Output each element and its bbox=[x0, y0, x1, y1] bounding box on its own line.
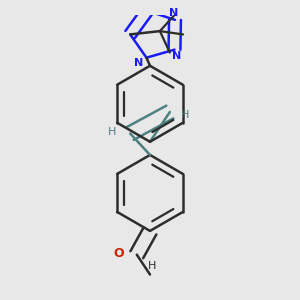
Text: N: N bbox=[169, 8, 178, 18]
Text: H: H bbox=[181, 110, 189, 120]
Text: H: H bbox=[108, 127, 116, 137]
Text: N: N bbox=[172, 51, 182, 61]
Text: N: N bbox=[134, 58, 143, 68]
Text: H: H bbox=[148, 261, 156, 271]
Text: O: O bbox=[113, 247, 124, 260]
